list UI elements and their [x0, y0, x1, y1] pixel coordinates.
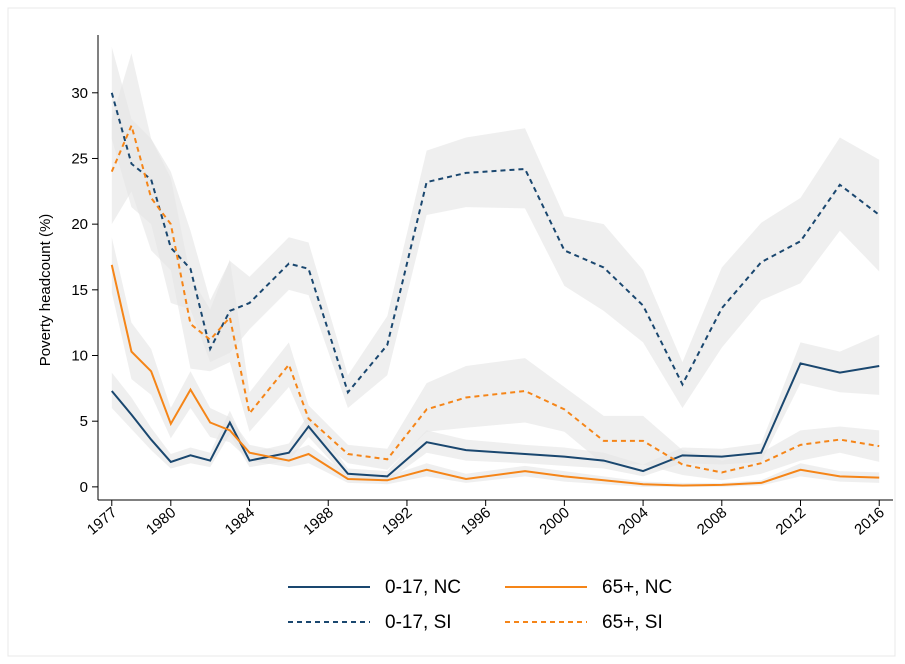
y-tick-label: 15	[71, 282, 88, 299]
y-tick-label: 5	[80, 413, 88, 430]
y-tick-label: 10	[71, 348, 88, 365]
y-axis-label: Poverty headcount (%)	[37, 214, 54, 367]
legend-label: 65+, NC	[602, 577, 672, 598]
frame	[7, 7, 896, 657]
series-line	[110, 92, 880, 395]
y-tick-label: 30	[71, 85, 88, 102]
y-tick-label: 25	[71, 150, 88, 167]
legend-label: 0-17, NC	[385, 577, 461, 598]
series-line	[111, 362, 880, 478]
legend-label: 0-17, SI	[385, 612, 452, 633]
y-tick-label: 20	[71, 216, 88, 233]
series-line	[110, 264, 880, 487]
y-tick-label: 0	[80, 479, 88, 496]
legend-label: 65+, SI	[602, 612, 663, 633]
